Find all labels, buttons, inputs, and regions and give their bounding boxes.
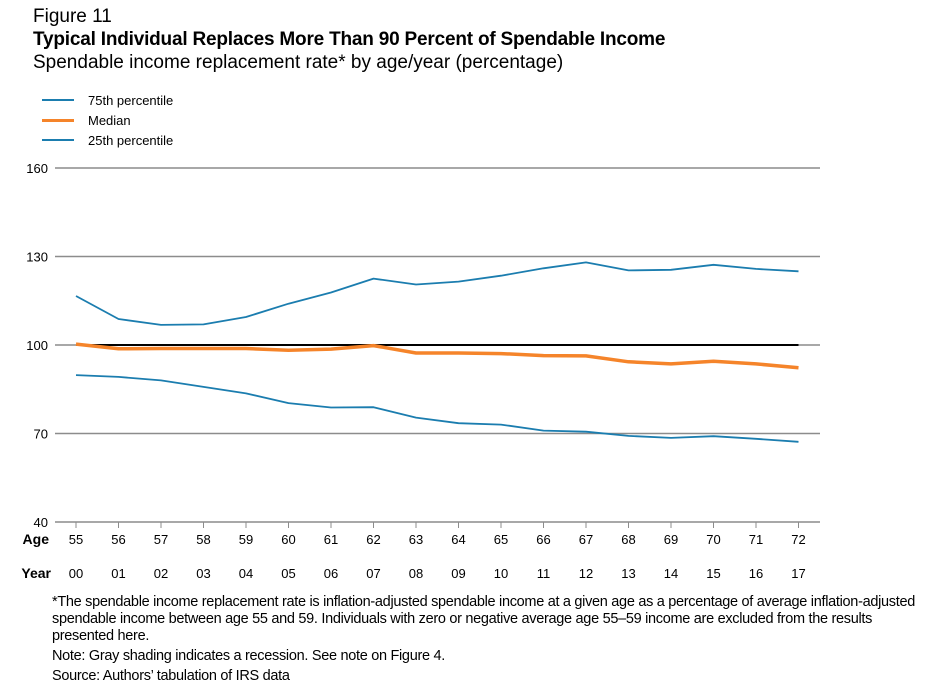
footnote-source: Source: Authors’ tabulation of IRS data [52,668,290,684]
series-lines [75,261,799,443]
x-tick-label-year-14: 14 [664,566,678,581]
x-tick-label-year-06: 06 [324,566,338,581]
x-tick-label-age-70: 70 [706,532,720,547]
y-tick-labels: 40 70 100 130 160 [26,161,48,530]
series-25th-percentile-line [75,374,799,443]
x-tick-label-age-66: 66 [536,532,550,547]
legend-swatch-median [42,118,74,122]
x-tick-label-age-71: 71 [749,532,763,547]
x-tick-label-year-10: 10 [494,566,508,581]
x-tick-label-age-58: 58 [196,532,210,547]
x-tick-label-year-15: 15 [706,566,720,581]
x-tick-label-age-56: 56 [111,532,125,547]
x-tick-label-year-13: 13 [621,566,635,581]
y-tick-label-130: 130 [26,250,48,265]
line-chart: 40 70 100 130 160 Age Year 55 00 56 01 57 02 58 03 59 0… [21,161,820,581]
footnote-definition: *The spendable income replacement rate i… [52,594,916,644]
x-tick-label-age-72: 72 [791,532,805,547]
y-tick-label-100: 100 [26,338,48,353]
chart-subtitle: Spendable income replacement rate* by ag… [33,52,564,73]
x-tick-label-year-04: 04 [239,566,253,581]
x-tick-label-age-59: 59 [239,532,253,547]
x-tick-label-age-69: 69 [664,532,678,547]
x-tick-label-year-07: 07 [366,566,380,581]
x-tick-label-age-67: 67 [579,532,593,547]
x-tick-labels: Age Year 55 00 56 01 57 02 58 03 59 04 60 05 61 06 62 07 6… [21,531,805,581]
x-tick-label-age-63: 63 [409,532,423,547]
x-tick-label-age-61: 61 [324,532,338,547]
x-row-label-age: Age [23,531,50,547]
legend-item-25th: 25th percentile [42,130,173,150]
legend-item-75th: 75th percentile [42,90,173,110]
x-tick-label-year-09: 09 [451,566,465,581]
figure-label: Figure 11 [33,6,112,27]
x-tick-label-year-12: 12 [579,566,593,581]
x-tick-label-age-55: 55 [69,532,83,547]
x-row-label-year: Year [21,565,51,581]
series-75th-percentile-line [75,261,799,326]
x-tick-label-age-65: 65 [494,532,508,547]
x-tick-label-year-16: 16 [749,566,763,581]
x-tick-label-age-68: 68 [621,532,635,547]
x-tick-label-age-57: 57 [154,532,168,547]
legend-swatch-75th [42,99,74,101]
y-tick-label-70: 70 [34,427,48,442]
footnotes: *The spendable income replacement rate i… [52,594,922,688]
y-tick-label-160: 160 [26,161,48,176]
legend-label-median: Median [88,112,131,128]
legend-item-median: Median [42,110,173,130]
chart-title: Typical Individual Replaces More Than 90… [33,29,666,50]
x-tick-label-year-00: 00 [69,566,83,581]
x-tick-label-year-11: 11 [537,566,551,581]
series-median-line [75,342,799,370]
x-tick-label-age-60: 60 [281,532,295,547]
y-tick-label-40: 40 [34,515,48,530]
x-tick-label-year-08: 08 [409,566,423,581]
legend-label-25th: 25th percentile [88,132,174,148]
x-tick-label-year-17: 17 [791,566,805,581]
x-tick-label-year-03: 03 [196,566,210,581]
x-tick-label-year-05: 05 [281,566,295,581]
legend-swatch-25th [42,139,74,141]
footnote-note: Note: Gray shading indicates a recession… [52,648,445,664]
legend: 75th percentile Median 25th percentile [42,90,173,150]
x-tick-marks [75,522,799,528]
x-tick-label-year-01: 01 [111,566,125,581]
x-tick-label-year-02: 02 [154,566,168,581]
x-tick-label-age-62: 62 [366,532,380,547]
legend-label-75th: 75th percentile [88,92,174,108]
x-tick-label-age-64: 64 [451,532,465,547]
